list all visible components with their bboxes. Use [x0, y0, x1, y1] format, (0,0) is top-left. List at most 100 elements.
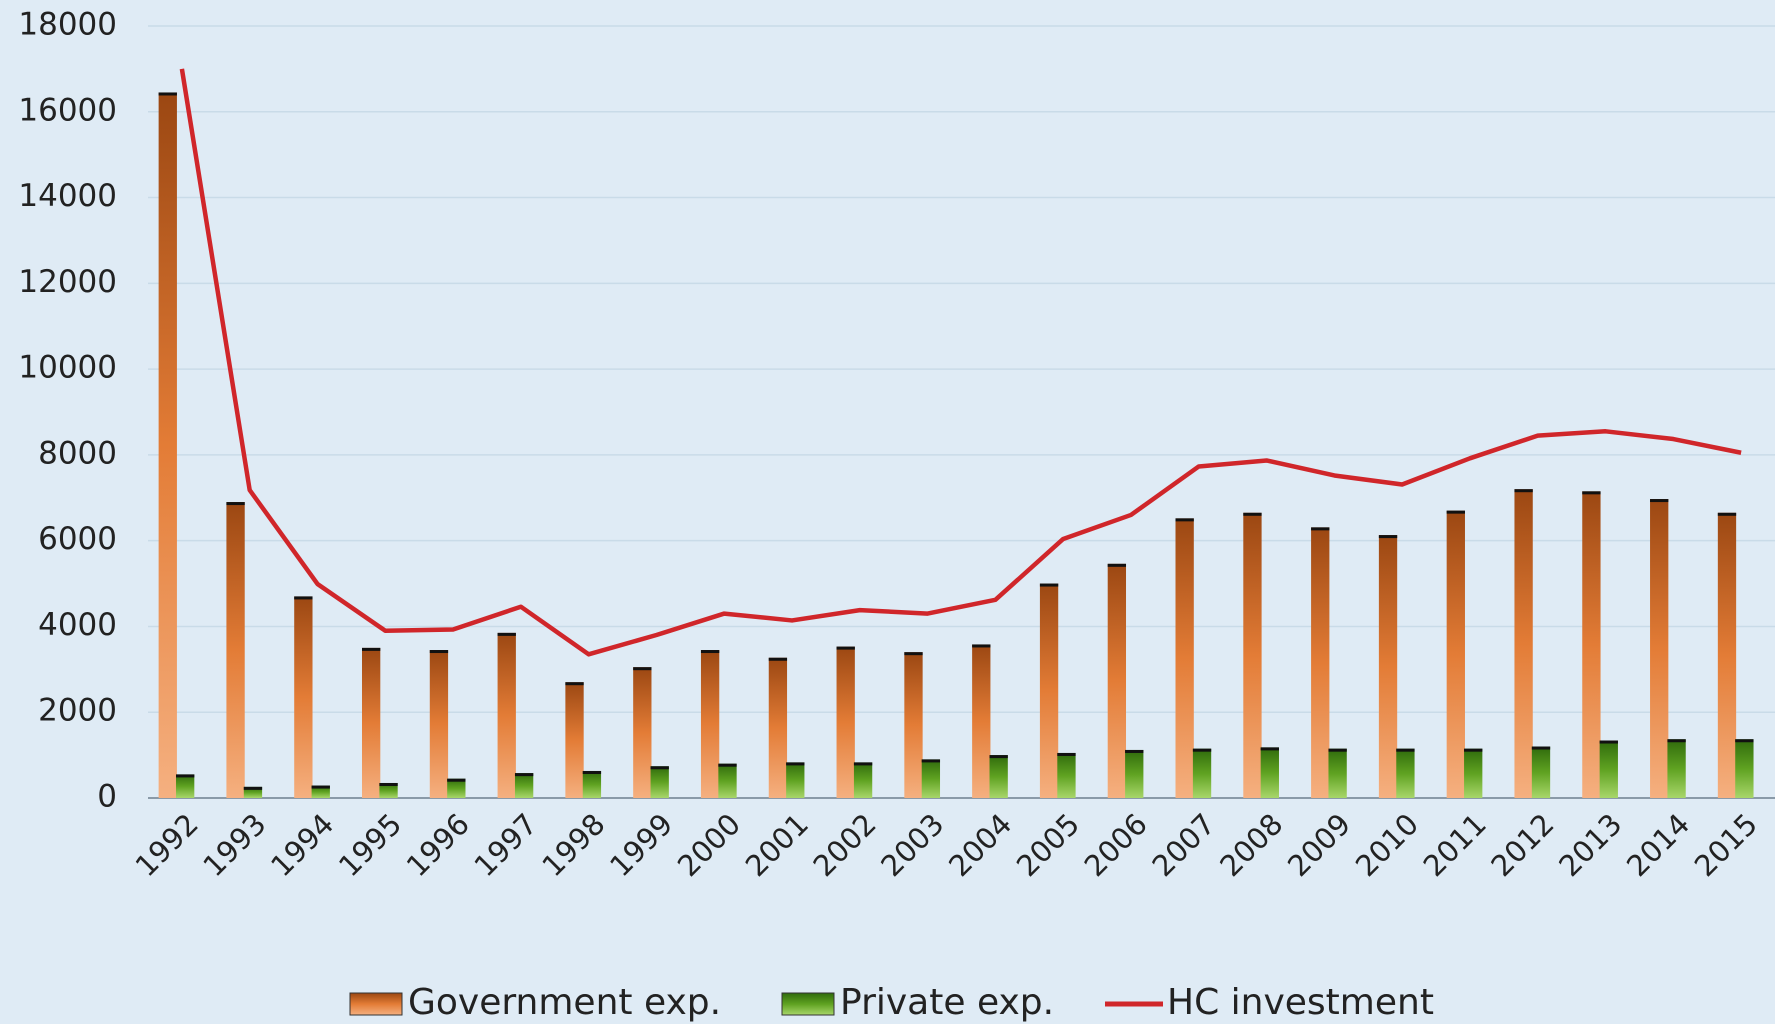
- bar: [1057, 752, 1076, 798]
- bar-cap: [904, 652, 923, 656]
- bar-cap: [582, 770, 602, 774]
- bar: [1514, 489, 1533, 798]
- x-tick-label: 2007: [1145, 807, 1221, 883]
- x-tick-label: 1994: [264, 807, 340, 883]
- bar: [1717, 512, 1737, 798]
- bar: [176, 774, 195, 798]
- bar-cap: [158, 92, 177, 96]
- bar: [1650, 499, 1669, 798]
- bar-cap: [447, 778, 466, 782]
- bar-cap: [1328, 748, 1347, 752]
- y-tick-label: 4000: [38, 607, 117, 643]
- bar: [1175, 518, 1194, 798]
- bar-cap: [176, 774, 195, 778]
- bar: [1396, 748, 1415, 798]
- x-tick-label: 2004: [942, 807, 1018, 883]
- bar-cap: [565, 682, 584, 686]
- y-tick-label: 16000: [18, 92, 117, 128]
- y-tick-label: 2000: [38, 693, 117, 729]
- bar: [1192, 748, 1212, 798]
- y-tick-label: 10000: [18, 350, 117, 386]
- bar: [904, 652, 923, 798]
- x-tick-label: 1999: [603, 807, 679, 883]
- y-tick-label: 12000: [18, 264, 117, 300]
- bar: [921, 759, 941, 798]
- bar: [565, 682, 584, 798]
- bar: [1260, 747, 1279, 798]
- bar: [1667, 739, 1686, 798]
- bar-cap: [226, 502, 245, 506]
- bar: [1735, 739, 1754, 798]
- x-tick-label: 2008: [1213, 807, 1289, 883]
- bar: [1039, 583, 1059, 798]
- bar: [294, 596, 313, 798]
- bar: [514, 773, 534, 798]
- bar-cap: [853, 762, 873, 766]
- bar-cap: [718, 763, 737, 767]
- legend-swatch: [349, 992, 403, 1016]
- x-tick-label: 2003: [874, 807, 950, 883]
- bar: [1531, 746, 1551, 798]
- x-tick-label: 1995: [332, 807, 408, 883]
- bar: [989, 755, 1008, 798]
- x-tick-label: 2011: [1417, 807, 1493, 883]
- bar-cap: [1531, 746, 1551, 750]
- bar-cap: [768, 657, 788, 661]
- y-tick-label: 14000: [18, 178, 117, 214]
- x-tick-label: 2005: [1010, 807, 1086, 883]
- bar-cap: [1057, 752, 1076, 756]
- bar-cap: [1717, 512, 1737, 516]
- x-tick-label: 2010: [1349, 807, 1425, 883]
- bar: [700, 650, 720, 798]
- y-tick-label: 18000: [18, 7, 117, 43]
- bar-cap: [1125, 749, 1144, 753]
- bar-cap: [1650, 499, 1669, 503]
- bar-cap: [1396, 748, 1415, 752]
- line: [179, 68, 1742, 657]
- x-tick-label: 1993: [196, 807, 272, 883]
- x-tick-label: 2000: [671, 807, 747, 883]
- x-tick-label: 1998: [535, 807, 611, 883]
- bar-cap: [972, 644, 991, 648]
- bar-cap: [497, 632, 516, 636]
- bar: [1599, 740, 1618, 798]
- bar-cap: [243, 786, 263, 790]
- x-tick-label: 2013: [1552, 807, 1628, 883]
- bar-cap: [1175, 518, 1194, 522]
- bar-cap: [1243, 512, 1262, 516]
- bar-cap: [921, 759, 941, 763]
- bar-cap: [650, 766, 669, 770]
- bar: [158, 92, 177, 798]
- y-tick-label: 0: [97, 779, 117, 815]
- bar: [650, 766, 669, 798]
- legend-label: HC investment: [1167, 982, 1434, 1023]
- bar: [718, 763, 737, 798]
- bar-cap: [1039, 583, 1059, 587]
- x-tick-label: 1992: [129, 807, 205, 883]
- bar-cap: [1192, 748, 1212, 752]
- bar: [1582, 491, 1601, 798]
- bar-cap: [362, 647, 381, 651]
- legend-label: Government exp.: [408, 982, 721, 1023]
- bar: [1311, 527, 1330, 798]
- x-tick-label: 1997: [468, 807, 544, 883]
- bar: [243, 786, 263, 798]
- bar: [311, 785, 330, 798]
- bar: [853, 762, 873, 798]
- x-tick-label: 2015: [1688, 807, 1764, 883]
- bar-cap: [379, 782, 398, 786]
- bar-cap: [1599, 740, 1618, 744]
- bar: [582, 770, 602, 798]
- x-tick-label: 1996: [400, 807, 476, 883]
- bar: [786, 762, 805, 798]
- bar-cap: [989, 755, 1008, 759]
- bar-cap: [1107, 563, 1127, 567]
- bar-cap: [700, 650, 720, 654]
- bar: [1243, 512, 1262, 798]
- bar-cap: [633, 667, 652, 671]
- bar-cap: [1667, 739, 1686, 743]
- x-tick-label: 2012: [1484, 807, 1560, 883]
- bar: [362, 647, 381, 798]
- bar: [447, 778, 466, 798]
